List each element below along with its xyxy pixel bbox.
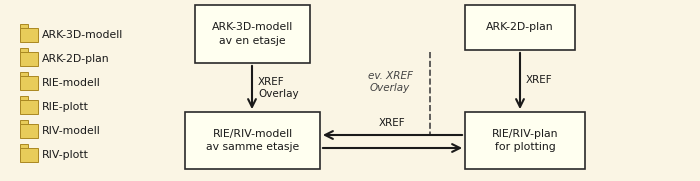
Bar bbox=[185, 112, 320, 169]
Bar bbox=[20, 144, 28, 148]
Bar bbox=[20, 72, 28, 76]
Text: ARK-2D-plan: ARK-2D-plan bbox=[486, 22, 554, 33]
Text: RIV-modell: RIV-modell bbox=[42, 126, 101, 136]
Text: ARK-2D-plan: ARK-2D-plan bbox=[42, 54, 110, 64]
Bar bbox=[20, 28, 38, 42]
Bar bbox=[20, 148, 38, 162]
Text: XREF: XREF bbox=[379, 118, 405, 128]
Bar bbox=[20, 76, 38, 90]
Bar bbox=[195, 5, 310, 63]
Text: RIV-plott: RIV-plott bbox=[42, 150, 89, 160]
Text: ARK-3D-modell: ARK-3D-modell bbox=[42, 30, 123, 40]
Bar bbox=[20, 120, 28, 124]
Text: XREF
Overlay: XREF Overlay bbox=[258, 77, 299, 99]
Text: ARK-3D-modell
av en etasje: ARK-3D-modell av en etasje bbox=[212, 22, 293, 46]
Text: RIE/RIV-plan
for plotting: RIE/RIV-plan for plotting bbox=[491, 129, 559, 152]
Text: RIE/RIV-modell
av samme etasje: RIE/RIV-modell av samme etasje bbox=[206, 129, 299, 152]
Text: RIE-modell: RIE-modell bbox=[42, 78, 101, 88]
Bar bbox=[20, 48, 28, 52]
Text: XREF: XREF bbox=[526, 75, 552, 85]
Bar bbox=[465, 5, 575, 50]
Text: RIE-plott: RIE-plott bbox=[42, 102, 89, 112]
Bar bbox=[20, 52, 38, 66]
Bar bbox=[20, 100, 38, 114]
Bar bbox=[20, 24, 28, 28]
Text: ev. XREF
Overlay: ev. XREF Overlay bbox=[368, 71, 412, 93]
Bar bbox=[20, 96, 28, 100]
Bar bbox=[465, 112, 585, 169]
Bar bbox=[20, 124, 38, 138]
